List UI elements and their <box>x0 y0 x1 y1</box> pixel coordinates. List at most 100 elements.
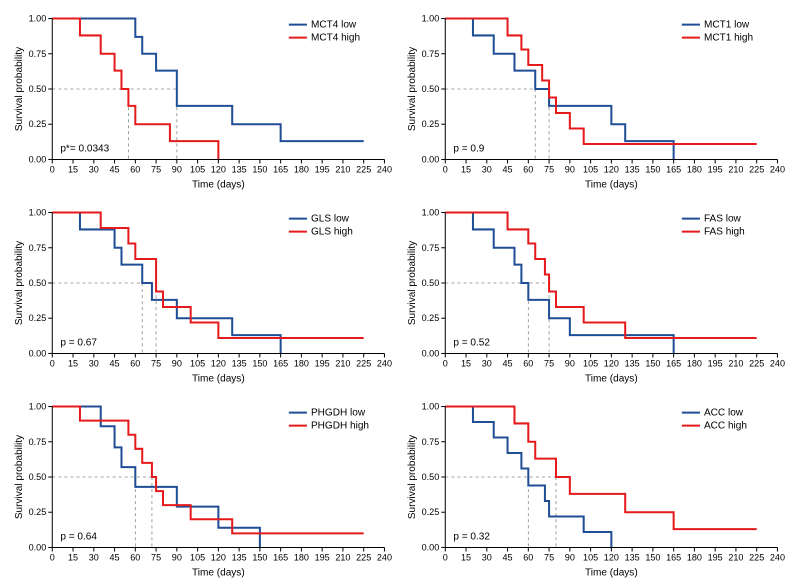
x-tick-label: 120 <box>211 165 226 175</box>
x-axis-label: Time (days) <box>192 568 245 579</box>
x-tick-label: 105 <box>583 359 598 369</box>
y-tick-label: 0.75 <box>421 49 439 59</box>
x-tick-label: 15 <box>460 553 470 563</box>
x-tick-label: 150 <box>252 359 267 369</box>
x-tick-label: 120 <box>211 553 226 563</box>
x-tick-label: 135 <box>624 359 639 369</box>
x-tick-label: 225 <box>749 359 764 369</box>
x-tick-label: 195 <box>315 165 330 175</box>
x-tick-label: 195 <box>707 165 722 175</box>
y-tick-label: 1.00 <box>421 14 439 24</box>
x-tick-label: 225 <box>749 553 764 563</box>
x-tick-label: 75 <box>544 553 554 563</box>
y-tick-label: 0.50 <box>29 84 47 94</box>
x-tick-label: 60 <box>130 359 140 369</box>
x-axis-label: Time (days) <box>192 180 245 191</box>
x-tick-label: 30 <box>89 165 99 175</box>
p-value-label: p = 0.67 <box>60 338 97 349</box>
x-tick-label: 30 <box>481 359 491 369</box>
y-tick-label: 0.00 <box>421 543 439 553</box>
x-tick-label: 240 <box>769 165 784 175</box>
x-tick-label: 165 <box>273 359 288 369</box>
x-tick-label: 45 <box>502 359 512 369</box>
legend-label-high: GLS high <box>311 227 353 238</box>
x-tick-label: 180 <box>294 553 309 563</box>
x-tick-label: 30 <box>89 359 99 369</box>
y-tick-label: 0.00 <box>421 349 439 359</box>
km-low <box>445 19 673 160</box>
legend-label-high: PHGDH high <box>311 421 369 432</box>
x-tick-label: 165 <box>273 165 288 175</box>
x-tick-label: 135 <box>232 165 247 175</box>
x-tick-label: 60 <box>523 359 533 369</box>
x-tick-label: 210 <box>728 359 743 369</box>
y-tick-label: 0.50 <box>421 472 439 482</box>
legend-label-high: ACC high <box>703 421 746 432</box>
y-tick-label: 0.25 <box>421 508 439 518</box>
x-tick-label: 240 <box>769 359 784 369</box>
x-tick-label: 150 <box>252 165 267 175</box>
x-tick-label: 105 <box>583 553 598 563</box>
y-axis-label: Survival probability <box>14 435 25 519</box>
x-tick-label: 210 <box>335 359 350 369</box>
y-axis-label: Survival probability <box>407 241 418 325</box>
p-value-label: p = 0.9 <box>453 143 484 154</box>
x-tick-label: 30 <box>481 553 491 563</box>
x-tick-label: 60 <box>523 553 533 563</box>
x-tick-label: 0 <box>50 553 55 563</box>
x-tick-label: 180 <box>686 165 701 175</box>
x-tick-label: 60 <box>130 165 140 175</box>
panel-mct4: 0153045607590105120135150165180195210225… <box>10 10 393 194</box>
x-tick-label: 210 <box>728 553 743 563</box>
x-tick-label: 45 <box>502 165 512 175</box>
chart-grid: 0153045607590105120135150165180195210225… <box>10 10 785 565</box>
x-tick-label: 15 <box>68 165 78 175</box>
x-tick-label: 180 <box>294 359 309 369</box>
x-tick-label: 0 <box>50 359 55 369</box>
y-axis-label: Survival probability <box>407 435 418 519</box>
x-tick-label: 30 <box>89 553 99 563</box>
x-tick-label: 0 <box>442 359 447 369</box>
y-tick-label: 0.50 <box>29 472 47 482</box>
x-tick-label: 150 <box>645 165 660 175</box>
x-tick-label: 105 <box>190 165 205 175</box>
x-tick-label: 90 <box>172 553 182 563</box>
x-tick-label: 180 <box>686 359 701 369</box>
x-tick-label: 105 <box>583 165 598 175</box>
legend-label-low: FAS low <box>703 214 741 225</box>
x-tick-label: 105 <box>190 553 205 563</box>
x-axis-label: Time (days) <box>585 180 638 191</box>
x-tick-label: 210 <box>335 553 350 563</box>
y-tick-label: 0.00 <box>421 154 439 164</box>
x-tick-label: 135 <box>232 359 247 369</box>
x-tick-label: 45 <box>110 359 120 369</box>
x-tick-label: 60 <box>523 165 533 175</box>
y-tick-label: 0.25 <box>29 313 47 323</box>
y-tick-label: 1.00 <box>421 402 439 412</box>
p-value-label: p = 0.32 <box>453 532 490 543</box>
y-tick-label: 1.00 <box>29 402 47 412</box>
x-tick-label: 120 <box>603 165 618 175</box>
panel-phgdh: 0153045607590105120135150165180195210225… <box>10 398 393 582</box>
x-axis-label: Time (days) <box>585 568 638 579</box>
x-tick-label: 180 <box>686 553 701 563</box>
legend-label-low: MCT1 low <box>703 20 749 31</box>
x-tick-label: 45 <box>110 553 120 563</box>
x-tick-label: 225 <box>749 165 764 175</box>
y-tick-label: 0.25 <box>421 313 439 323</box>
x-tick-label: 135 <box>232 553 247 563</box>
y-tick-label: 0.75 <box>29 243 47 253</box>
legend-label-high: MCT1 high <box>703 33 752 44</box>
legend-label-low: PHGDH low <box>311 408 366 419</box>
y-tick-label: 0.00 <box>29 543 47 553</box>
x-tick-label: 225 <box>356 165 371 175</box>
legend-label-high: MCT4 high <box>311 33 360 44</box>
y-tick-label: 0.00 <box>29 154 47 164</box>
y-tick-label: 0.00 <box>29 349 47 359</box>
x-tick-label: 180 <box>294 165 309 175</box>
x-tick-label: 150 <box>645 359 660 369</box>
x-axis-label: Time (days) <box>192 374 245 385</box>
x-tick-label: 0 <box>442 165 447 175</box>
p-value-label: p = 0.52 <box>453 338 490 349</box>
y-tick-label: 1.00 <box>421 208 439 218</box>
